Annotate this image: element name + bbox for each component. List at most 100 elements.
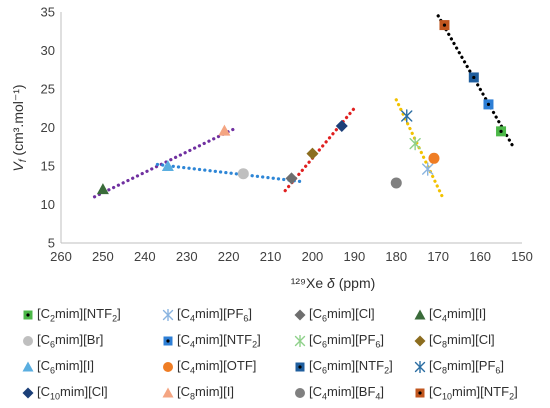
x-tick-label: 180	[385, 249, 407, 264]
data-point	[306, 147, 319, 160]
legend-label: [C6mim][PF6]	[309, 332, 385, 350]
legend-label: [C6mim][NTF2]	[309, 358, 393, 376]
legend-marker	[23, 335, 33, 346]
legend-item: [C4mim][PF6]	[162, 306, 252, 324]
legend-item: [C6mim][PF6]	[294, 332, 384, 350]
data-point	[285, 172, 298, 185]
legend-marker	[162, 387, 174, 398]
legend-marker	[23, 310, 33, 320]
legend-label: [C4mim][BF4]	[309, 384, 385, 402]
legend-item: [C6mim][Br]	[22, 332, 103, 350]
x-tick-label: 210	[260, 249, 282, 264]
legend-item: [C8mim][Cl]	[414, 332, 495, 350]
data-point	[422, 162, 434, 176]
data-point	[237, 168, 249, 180]
x-tick-label: 190	[344, 249, 366, 264]
data-points	[96, 20, 507, 195]
legend-sub-cation: 8	[442, 339, 448, 350]
legend-sub-cation: 6	[322, 339, 328, 350]
legend-item: [C6mim][NTF2]	[294, 358, 393, 376]
legend-label: [C6mim][I]	[37, 358, 95, 376]
legend-marker	[162, 308, 174, 321]
y-tick-label: 5	[48, 236, 55, 251]
data-point	[409, 136, 421, 151]
x-tick-label: 220	[218, 249, 240, 264]
legend-sub-anion: 6	[375, 339, 381, 350]
y-axis-symbol: V	[10, 161, 26, 172]
scatter-chart: 260 250 240 230 220 210 200 190 180 170 160 150 5 10 1…	[10, 5, 533, 292]
axes: 260 250 240 230 220 210 200 190 180 170 160 150 5 10 1…	[41, 5, 533, 265]
x-tick-label: 160	[469, 249, 491, 264]
legend-marker	[22, 387, 34, 399]
legend-marker	[295, 387, 305, 398]
legend-label: [C10mim][Cl]	[37, 384, 108, 402]
legend-sub-anion: 6	[495, 365, 501, 376]
legend-item: [C4mim][BF4]	[294, 384, 384, 402]
legend-sub-cation: 6	[322, 365, 328, 376]
legend-label: [C8mim][PF6]	[429, 358, 505, 376]
legend-item: [C2mim][NTF2]	[22, 306, 121, 324]
x-axis-unit: (ppm)	[339, 275, 376, 291]
legend-sub-anion: 6	[243, 313, 249, 324]
x-axis-title: ¹²⁹Xe δ (ppm)	[291, 275, 376, 291]
legend-marker	[163, 361, 173, 372]
legend-marker	[414, 335, 426, 347]
legend-label: [C8mim][Cl]	[429, 332, 495, 350]
legend-sub-cation: 10	[442, 391, 453, 402]
legend-sub-cation: 6	[50, 365, 56, 376]
y-tick-label: 20	[41, 120, 55, 135]
legend-item: [C6mim][I]	[22, 358, 94, 376]
trendline	[155, 162, 302, 183]
legend-item: [C4mim][NTF2]	[162, 332, 261, 350]
legend-label: [C2mim][NTF2]	[37, 306, 121, 324]
x-axis-symbol: δ	[327, 275, 335, 291]
x-tick-label: 230	[176, 249, 198, 264]
legend-sub-cation: 6	[322, 313, 328, 324]
data-point	[468, 72, 479, 83]
y-tick-label: 30	[41, 43, 55, 58]
x-tick-label: 200	[302, 249, 324, 264]
legend-sub-cation: 4	[190, 313, 196, 324]
x-tick-label: 250	[92, 249, 114, 264]
legend-sub-cation: 8	[442, 365, 448, 376]
legend-sub-cation: 8	[190, 391, 196, 402]
data-point	[483, 99, 494, 110]
legend-sub-anion: 4	[375, 391, 381, 402]
legend-marker	[415, 388, 425, 398]
legend-sub-cation: 4	[190, 365, 196, 376]
legend-label: [C4mim][I]	[429, 306, 487, 324]
legend-label: [C4mim][PF6]	[177, 306, 253, 324]
legend-sub-cation: 4	[442, 313, 448, 324]
legend-label: [C8mim][I]	[177, 384, 235, 402]
y-tick-label: 15	[41, 159, 55, 174]
y-axis-unit: (cm³.mol⁻¹)	[10, 84, 26, 155]
legend-sub-cation: 6	[50, 339, 56, 350]
legend-sub-cation: 4	[322, 391, 328, 402]
legend-item: [C4mim][I]	[414, 306, 486, 324]
trendlines	[92, 14, 516, 199]
data-point	[218, 124, 231, 136]
data-point	[390, 177, 402, 189]
legend-sub-cation: 2	[50, 313, 56, 324]
legend-marker	[414, 309, 426, 320]
legend-label: [C6mim][Cl]	[309, 306, 375, 324]
x-tick-label: 150	[511, 249, 533, 264]
y-axis-sub: f	[18, 158, 29, 162]
data-point	[428, 152, 440, 164]
legend-item: [C8mim][PF6]	[414, 358, 504, 376]
legend-sub-cation: 4	[190, 339, 196, 350]
data-point	[335, 119, 348, 132]
trendline	[92, 125, 239, 199]
legend-sub-anion: 2	[509, 391, 515, 402]
legend-marker	[294, 309, 306, 321]
legend-label: [C4mim][NTF2]	[177, 332, 261, 350]
legend-label: [C10mim][NTF2]	[429, 384, 518, 402]
legend-item: [C6mim][Cl]	[294, 306, 375, 324]
legend-marker	[295, 362, 305, 372]
y-axis-title: Vf (cm³.mol⁻¹)	[10, 84, 29, 171]
legend-sub-anion: 2	[384, 365, 390, 376]
data-point	[439, 20, 450, 31]
legend-label: [C4mim][OTF]	[177, 358, 257, 376]
y-tick-label: 10	[41, 197, 55, 212]
legend-item: [C10mim][Cl]	[22, 384, 108, 402]
